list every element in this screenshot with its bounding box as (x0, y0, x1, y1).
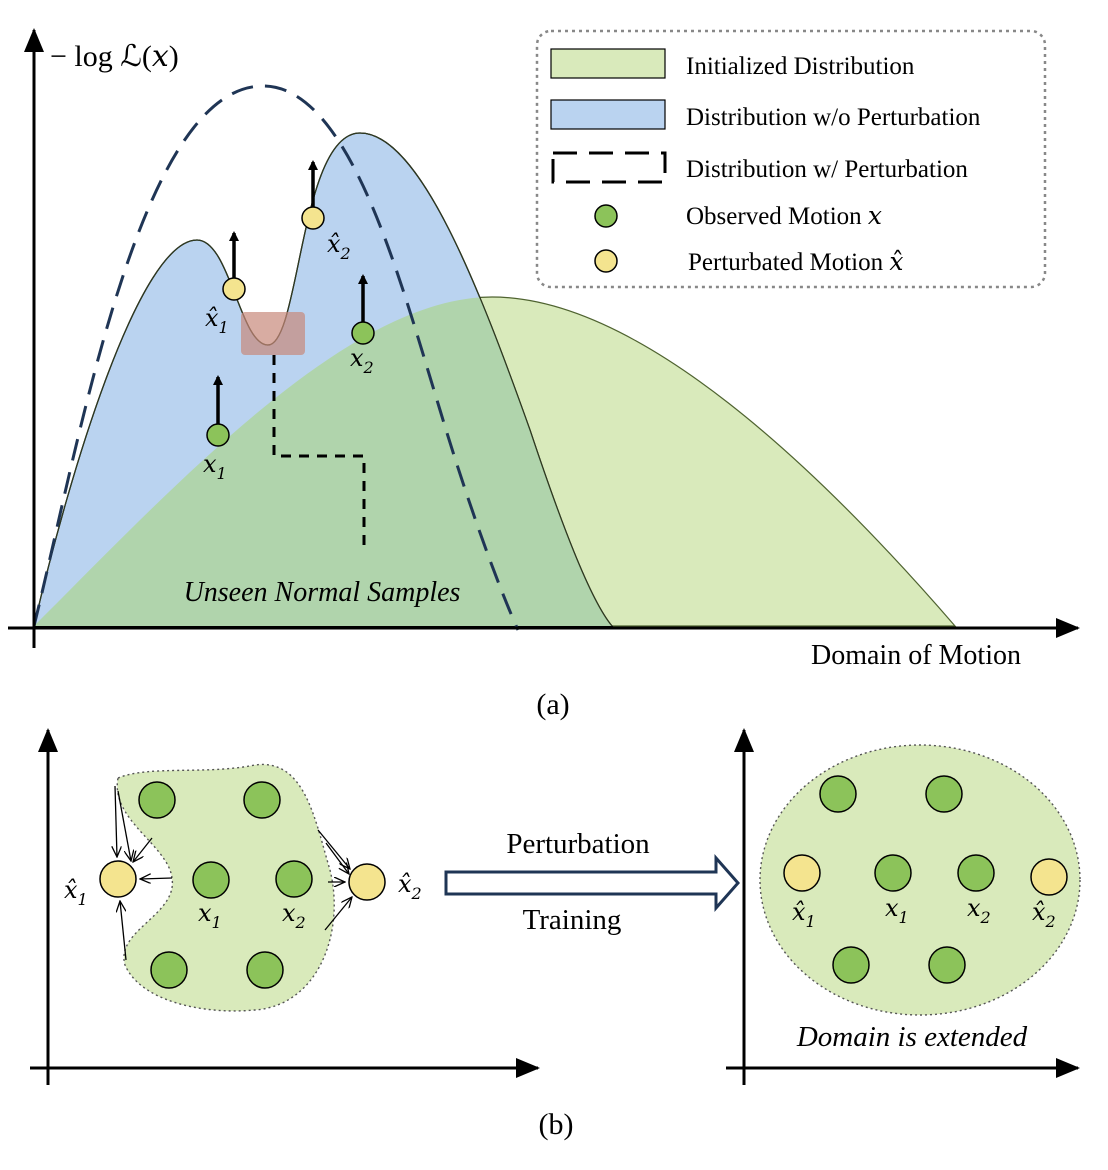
legend-box (535, 29, 1047, 289)
legend-swatch-without-perturbation (550, 99, 666, 130)
right-label-x2: 𝑥2 (967, 894, 991, 927)
left-point-x2 (275, 860, 313, 898)
legend-swatch-initialized (550, 48, 666, 79)
right-label-x1: 𝑥1 (885, 894, 909, 927)
overlap-region (34, 297, 612, 626)
right-label-xh2: 𝑥̂2 (1032, 898, 1056, 931)
legend-label-with-perturbation: Distribution w/ Perturbation (686, 156, 968, 183)
perturbated-point-xh2 (301, 206, 325, 230)
left-point-x1 (192, 861, 230, 899)
caption-a: (a) (536, 688, 569, 721)
legend-swatch-perturbated (594, 249, 618, 273)
perturbated-point-xh1 (222, 277, 246, 301)
panel-a: 𝑥1 𝑥2 𝑥̂1 𝑥̂2 − log ℒ(𝑥) Domain of Motio… (8, 28, 1080, 721)
arrows-to-xh1 (115, 785, 173, 961)
arrow-label-perturbation: Perturbation (506, 828, 650, 860)
right-point-xh1 (783, 854, 821, 892)
legend-swatch-with-perturbation (551, 151, 667, 184)
left-point-xh1 (99, 860, 137, 898)
right-point-xh2 (1030, 858, 1068, 896)
right-point-x2 (957, 854, 995, 892)
local-minimum-highlight (241, 312, 305, 355)
legend-label-observed: Observed Motion 𝑥 (686, 203, 882, 230)
left-label-x2: 𝑥2 (282, 899, 306, 932)
panel-b: 𝑥̂1 𝑥̂2 𝑥1 𝑥2 Perturbation Training 𝑥̂1 … (30, 728, 1081, 1141)
left-point-6 (246, 951, 284, 989)
left-point-xh2 (348, 863, 386, 901)
arrows-to-xh2 (317, 829, 352, 931)
unseen-samples-label: Unseen Normal Samples (184, 577, 461, 608)
right-point-2 (925, 775, 963, 813)
x-axis-label: Domain of Motion (811, 640, 1021, 671)
left-label-x1: 𝑥1 (198, 899, 222, 932)
right-point-5 (832, 946, 870, 984)
legend-swatch-observed (594, 204, 618, 228)
domain-extended-label: Domain is extended (796, 1021, 1028, 1053)
label-x2: 𝑥2 (350, 344, 374, 377)
label-x1: 𝑥1 (203, 450, 227, 483)
right-point-x1 (874, 854, 912, 892)
right-label-xh1: 𝑥̂1 (792, 898, 816, 931)
distribution-with-perturbation-curve (32, 84, 520, 631)
left-label-xh1: 𝑥̂1 (64, 876, 88, 909)
right-point-6 (928, 946, 966, 984)
left-label-xh2: 𝑥̂2 (398, 870, 422, 903)
caption-b: (b) (539, 1108, 574, 1141)
y-axis-label: − log ℒ(𝑥) (50, 40, 179, 73)
observed-point-x2 (351, 321, 375, 345)
arrow-label-training: Training (523, 904, 622, 936)
left-point-2 (243, 781, 281, 819)
right-point-1 (819, 775, 857, 813)
legend: Initialized Distribution Distribution w/… (535, 29, 1047, 289)
left-point-5 (150, 951, 188, 989)
legend-label-without-perturbation: Distribution w/o Perturbation (686, 104, 981, 131)
perturbation-training-arrow (444, 854, 740, 912)
label-xh2: 𝑥̂2 (327, 230, 351, 263)
left-point-1 (138, 781, 176, 819)
legend-label-initialized: Initialized Distribution (686, 53, 915, 80)
unseen-samples-connector (272, 355, 366, 548)
label-xh1: 𝑥̂1 (205, 304, 229, 337)
legend-label-perturbated: Perturbated Motion 𝑥̂ (688, 249, 903, 276)
observed-point-x1 (206, 423, 230, 447)
